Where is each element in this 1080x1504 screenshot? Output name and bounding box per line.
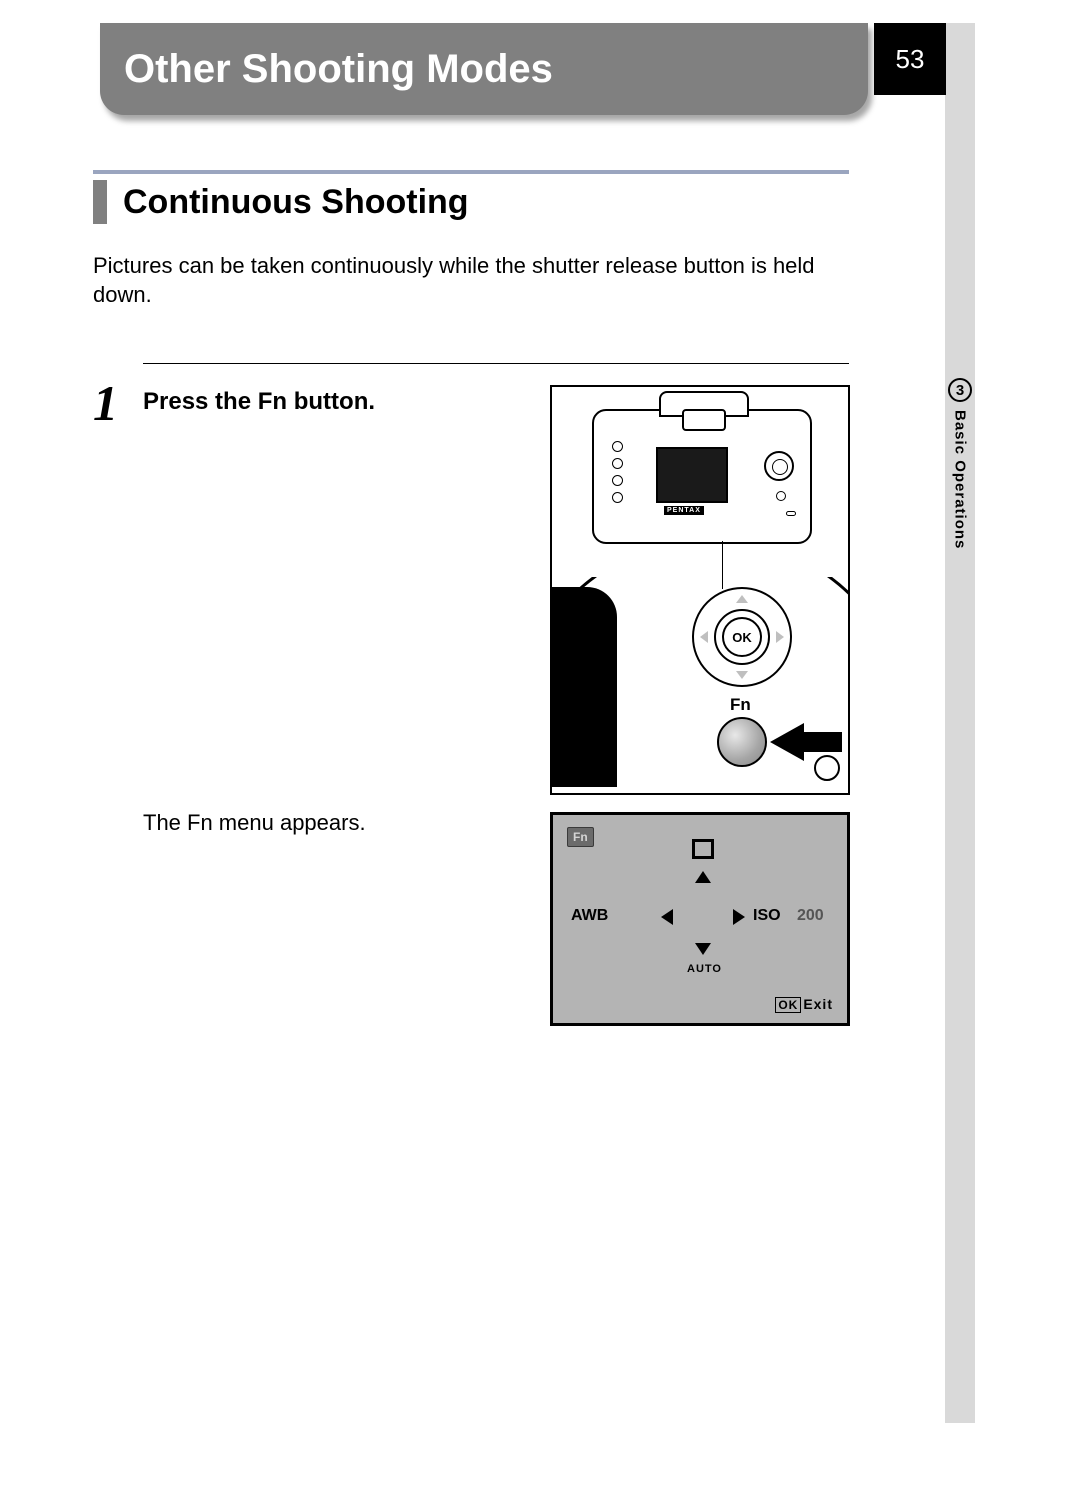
camera-zoom-view: OK Fn bbox=[552, 577, 850, 795]
step-rule bbox=[143, 363, 849, 364]
camera-card-slot-icon bbox=[786, 511, 796, 516]
camera-grip-dark bbox=[550, 587, 617, 787]
step-detail: The Fn menu appears. bbox=[143, 810, 366, 836]
fn-button-icon bbox=[717, 717, 767, 767]
chapter-tab: 3 Basic Operations bbox=[948, 378, 972, 549]
ok-button-icon: OK bbox=[722, 617, 762, 657]
camera-lcd-icon bbox=[656, 447, 728, 503]
lcd-down-arrow-icon bbox=[695, 943, 711, 955]
camera-body: PENTAX bbox=[592, 409, 812, 544]
lcd-ok-box: OK bbox=[775, 997, 801, 1013]
lcd-fn-menu: Fn AWB ISO 200 AUTO OKExit bbox=[550, 812, 850, 1026]
page-number: 53 bbox=[874, 23, 946, 95]
chapter-number: 3 bbox=[956, 382, 964, 399]
lcd-ok-exit: OKExit bbox=[775, 996, 833, 1013]
press-arrow-icon bbox=[770, 723, 804, 761]
lcd-awb-label: AWB bbox=[571, 907, 608, 925]
step-title-prefix: Press the bbox=[143, 388, 258, 415]
drive-mode-single-icon bbox=[692, 839, 714, 859]
four-way-controller: OK bbox=[692, 587, 792, 687]
lcd-iso-label: ISO bbox=[753, 907, 781, 925]
camera-small-button-icon bbox=[776, 491, 786, 501]
section-title: Continuous Shooting bbox=[123, 183, 469, 222]
step-number: 1 bbox=[93, 378, 143, 428]
dpad-right-icon bbox=[776, 631, 784, 643]
small-button-icon bbox=[814, 755, 840, 781]
page-title-block: Other Shooting Modes bbox=[100, 23, 868, 115]
camera-back-view: PENTAX bbox=[552, 387, 848, 567]
lcd-right-arrow-icon bbox=[733, 909, 745, 925]
step-title-suffix: button. bbox=[287, 388, 375, 415]
manual-page: 53 Other Shooting Modes Continuous Shoot… bbox=[0, 0, 1080, 1504]
dpad-up-icon bbox=[736, 595, 748, 603]
camera-illustration: PENTAX OK bbox=[550, 385, 850, 795]
camera-brand-label: PENTAX bbox=[664, 506, 704, 515]
page-title: Other Shooting Modes bbox=[124, 47, 553, 92]
chapter-sidebar bbox=[945, 23, 975, 1423]
chapter-label: Basic Operations bbox=[952, 410, 969, 549]
lcd-iso-value: 200 bbox=[797, 907, 824, 925]
ok-label: OK bbox=[732, 630, 752, 645]
lcd-exit-label: Exit bbox=[803, 996, 833, 1012]
camera-eyepiece bbox=[682, 409, 726, 431]
fn-button-label: Fn bbox=[730, 695, 751, 715]
section-header: Continuous Shooting bbox=[93, 170, 849, 224]
section-accent-bar bbox=[93, 180, 107, 224]
dpad-left-icon bbox=[700, 631, 708, 643]
lcd-up-arrow-icon bbox=[695, 871, 711, 883]
intro-text: Pictures can be taken continuously while… bbox=[93, 252, 849, 309]
page-number-value: 53 bbox=[896, 44, 925, 75]
chapter-number-circle: 3 bbox=[948, 378, 972, 402]
lcd-flash-auto-label: AUTO bbox=[687, 963, 722, 975]
step-title: Press the Fn button. bbox=[143, 388, 375, 416]
camera-left-buttons bbox=[612, 441, 623, 503]
step-title-fn: Fn bbox=[258, 388, 287, 415]
lcd-left-arrow-icon bbox=[661, 909, 673, 925]
camera-four-way-icon bbox=[764, 451, 794, 481]
dpad-down-icon bbox=[736, 671, 748, 679]
